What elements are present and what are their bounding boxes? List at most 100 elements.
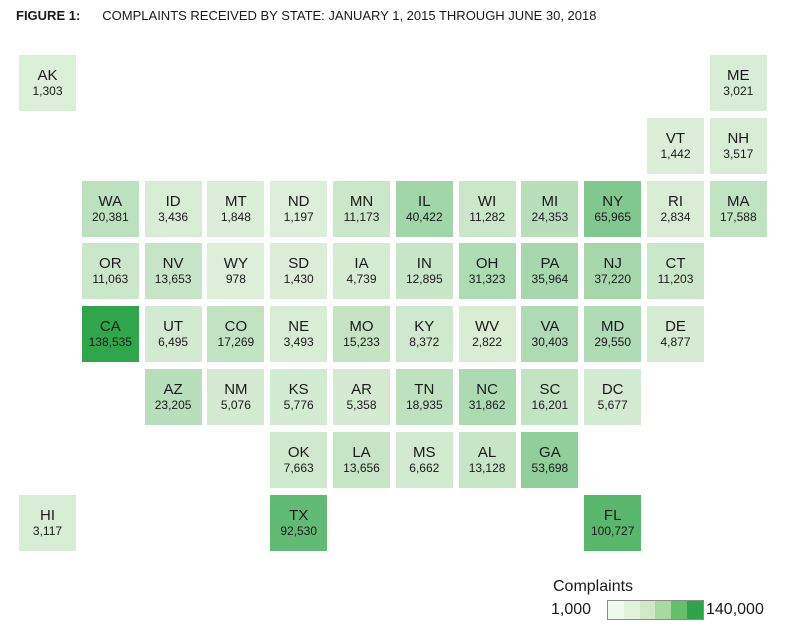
state-abbr: DE (665, 318, 686, 336)
state-tile-oh: OH 31,323 (458, 243, 516, 300)
state-tile-vt: VT 1,442 (647, 117, 704, 174)
state-tile-ny: NY 65,965 (584, 180, 642, 237)
state-abbr: SC (539, 381, 561, 398)
state-abbr: NV (162, 255, 184, 273)
state-tile-hi: HI 3,117 (19, 494, 76, 551)
state-tile-mt: MT 1,848 (207, 180, 265, 237)
state-abbr: CO (224, 318, 248, 336)
state-value: 5,677 (597, 398, 628, 412)
state-abbr: MA (727, 192, 750, 210)
state-value: 23,205 (154, 398, 192, 412)
state-tile-md: MD 29,550 (584, 306, 642, 363)
state-abbr: OH (475, 255, 499, 273)
state-value: 17,269 (217, 335, 255, 350)
state-abbr: ID (165, 192, 181, 210)
state-value: 138,535 (88, 335, 132, 350)
state-value: 11,282 (469, 209, 505, 224)
state-tile-ia: IA 4,739 (333, 243, 390, 300)
state-abbr: VA (540, 318, 560, 336)
state-value: 20,381 (91, 209, 129, 224)
legend-swatch-4 (655, 601, 672, 619)
state-value: 3,493 (283, 335, 314, 350)
state-tile-mi: MI 24,353 (521, 180, 579, 237)
figure-label: FIGURE 1: (16, 8, 81, 23)
state-tile-nd: ND 1,197 (270, 180, 328, 237)
state-tile-wy: WY 978 (207, 243, 265, 300)
state-abbr: MT (225, 192, 247, 210)
state-abbr: LA (352, 443, 371, 461)
state-tile-ms: MS 6,662 (395, 431, 453, 488)
state-abbr: PA (540, 255, 560, 273)
state-abbr: FL (603, 506, 622, 524)
state-abbr: AR (351, 381, 372, 398)
state-abbr: IA (354, 255, 369, 273)
state-abbr: AK (37, 67, 58, 84)
state-tile-tn: TN 18,935 (395, 369, 453, 425)
state-abbr: WA (98, 192, 123, 210)
state-tile-co: CO 17,269 (207, 306, 265, 363)
state-abbr: AZ (163, 381, 183, 398)
state-tile-in: IN 12,895 (395, 243, 453, 300)
figure-title: FIGURE 1: COMPLAINTS RECEIVED BY STATE: … (16, 8, 596, 23)
state-value: 100,727 (590, 523, 635, 538)
state-tile-tx: TX 92,530 (270, 494, 328, 551)
state-tile-de: DE 4,877 (647, 306, 704, 363)
state-value: 7,663 (283, 460, 314, 475)
state-tile-ut: UT 6,495 (144, 306, 202, 363)
state-tile-wv: WV 2,822 (458, 306, 516, 363)
state-value: 1,848 (220, 209, 251, 224)
state-abbr: NY (602, 192, 624, 210)
state-abbr: IN (416, 255, 432, 273)
state-value: 15,233 (343, 335, 380, 350)
state-tile-mn: MN 11,173 (333, 180, 390, 237)
state-abbr: KY (414, 318, 435, 336)
state-value: 65,965 (594, 209, 632, 224)
state-tile-al: AL 13,128 (458, 431, 516, 488)
state-value: 978 (225, 272, 246, 287)
state-tile-dc: DC 5,677 (584, 369, 642, 425)
state-tile-nm: NM 5,076 (207, 369, 265, 425)
state-abbr: AL (477, 443, 497, 461)
state-value: 40,422 (405, 209, 443, 224)
state-value: 6,662 (409, 460, 440, 475)
state-tile-ak: AK 1,303 (19, 55, 76, 111)
state-abbr: OK (287, 443, 310, 461)
state-abbr: MI (541, 192, 559, 210)
state-value: 5,776 (283, 398, 314, 412)
state-abbr: HI (40, 506, 55, 524)
state-value: 53,698 (531, 460, 569, 475)
state-abbr: MN (349, 192, 374, 210)
state-tile-ne: NE 3,493 (270, 306, 328, 363)
state-tile-ks: KS 5,776 (270, 369, 328, 425)
state-value: 35,964 (531, 272, 569, 287)
state-value: 2,834 (660, 209, 691, 224)
state-tile-wi: WI 11,282 (458, 180, 516, 237)
state-value: 92,530 (280, 523, 318, 538)
state-tile-sc: SC 16,201 (521, 369, 579, 425)
legend-swatch-5 (671, 601, 688, 619)
state-value: 11,173 (343, 209, 380, 224)
state-abbr: ND (287, 192, 310, 210)
state-tile-va: VA 30,403 (521, 306, 579, 363)
state-value: 16,201 (531, 398, 569, 412)
state-value: 1,197 (283, 209, 314, 224)
state-value: 2,822 (472, 335, 503, 350)
state-abbr: ME (727, 67, 750, 84)
state-value: 11,203 (657, 272, 694, 287)
state-tile-pa: PA 35,964 (521, 243, 579, 300)
state-abbr: IL (418, 192, 431, 210)
state-tile-nc: NC 31,862 (458, 369, 516, 425)
state-tile-ct: CT 11,203 (647, 243, 704, 300)
state-value: 17,588 (719, 209, 757, 224)
state-tile-sd: SD 1,430 (270, 243, 328, 300)
state-value: 13,128 (468, 460, 506, 475)
state-value: 3,436 (158, 209, 189, 224)
state-abbr: UT (163, 318, 184, 336)
state-abbr: WY (223, 255, 248, 273)
legend-color-bar (607, 600, 704, 620)
state-tile-il: IL 40,422 (395, 180, 453, 237)
state-abbr: NC (476, 381, 498, 398)
state-abbr: MD (601, 318, 625, 336)
state-abbr: TN (414, 381, 435, 398)
legend-min-label: 1,000 (551, 601, 592, 618)
